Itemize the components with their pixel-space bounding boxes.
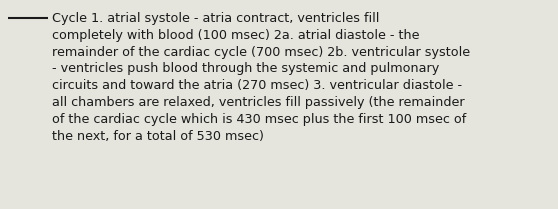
Text: Cycle 1. atrial systole - atria contract, ventricles fill
completely with blood : Cycle 1. atrial systole - atria contract… <box>52 12 470 143</box>
